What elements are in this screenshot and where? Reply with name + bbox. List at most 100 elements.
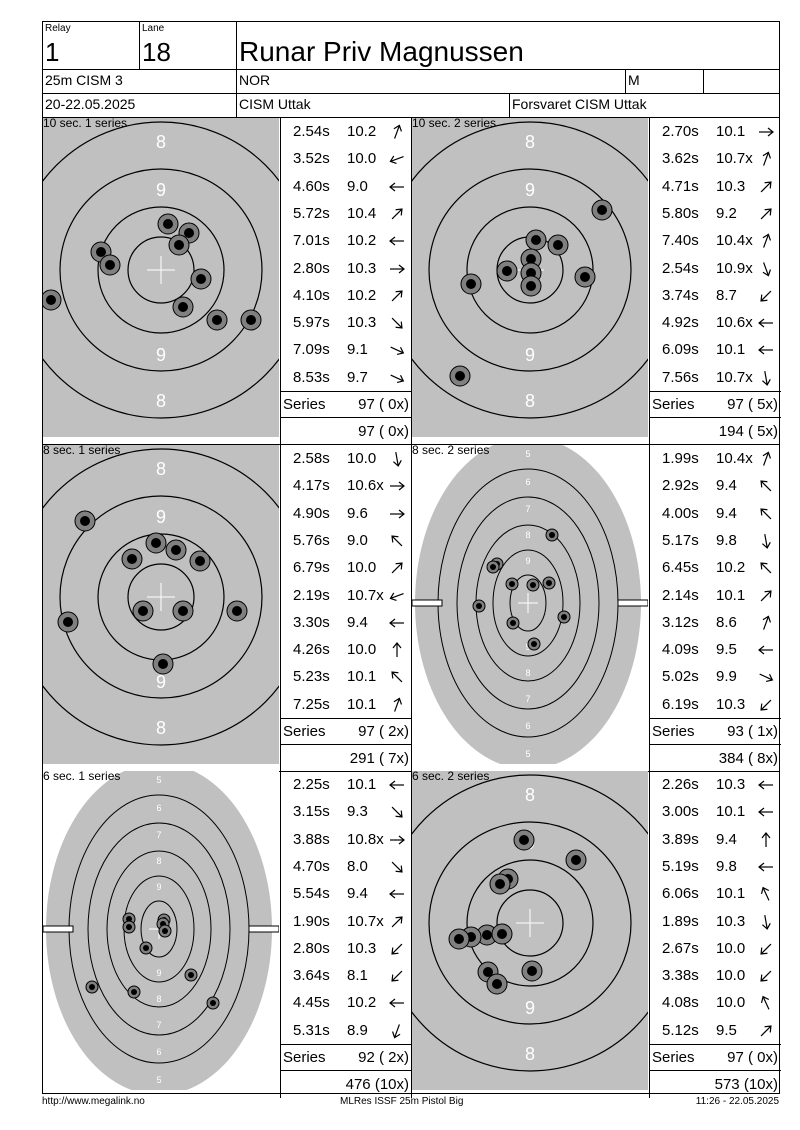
shot-time: 5.19s (662, 857, 699, 875)
shot-row: 5.31s 8.9 (281, 1017, 411, 1044)
shot-hole (145, 532, 167, 554)
shot-score: 10.6x (347, 477, 384, 495)
shot-hole (190, 268, 212, 290)
shot-time: 2.19s (293, 586, 330, 604)
ring-number: 8 (525, 391, 535, 411)
shot-hole (506, 616, 520, 630)
shot-time: 3.88s (293, 830, 330, 848)
shot-score: 9.4 (716, 830, 737, 848)
shot-score: 9.8 (716, 857, 737, 875)
ring-number: 5 (525, 449, 530, 459)
series-total: 97 ( 2x) (358, 723, 409, 740)
ring-number: 7 (525, 504, 530, 514)
target-ring (59, 168, 263, 372)
shot-score: 9.4 (347, 885, 368, 903)
shot-time: 4.17s (293, 477, 330, 495)
direction-arrow-icon (760, 996, 770, 1010)
shot-time: 3.89s (662, 830, 699, 848)
shooter-name: Runar Priv Magnussen (239, 36, 524, 67)
target-ring (428, 168, 632, 372)
shot-score: 10.4x (716, 232, 753, 250)
running-total-row: 291 ( 7x) (281, 745, 411, 772)
nation: NOR (239, 72, 271, 88)
shot-row: 5.76s 9.0 (281, 527, 411, 554)
direction-arrow-icon (760, 886, 770, 901)
shot-time: 5.72s (293, 204, 330, 222)
shot-row: 4.08s 10.0 (650, 989, 780, 1016)
ring-number: 8 (525, 1044, 535, 1064)
shot-score: 10.3 (347, 314, 377, 332)
shot-hole (57, 611, 79, 633)
shot-row: 2.26s 10.3 (650, 771, 780, 798)
target-image: 5 5 6 6 7 7 8 8 9 9 (43, 771, 279, 1090)
target-ring (456, 496, 600, 710)
shot-time: 4.90s (293, 504, 330, 522)
shot-hole (122, 920, 136, 934)
shot-row: 6.45s 10.2 (650, 554, 780, 581)
shot-row: 2.92s 9.4 (650, 472, 780, 499)
series-total: 92 ( 2x) (358, 1049, 409, 1066)
ring-number: 8 (525, 668, 530, 678)
ring-number: 6 (156, 1047, 161, 1057)
direction-arrow-icon (390, 835, 405, 845)
direction-arrow-icon (390, 509, 405, 519)
shot-time: 1.89s (662, 912, 699, 930)
shot-row: 4.09s 9.5 (650, 636, 780, 663)
ring-number: 8 (525, 132, 535, 152)
shot-score: 10.0 (347, 450, 377, 467)
ring-number: 8 (156, 391, 166, 411)
ring-number: 6 (525, 721, 530, 731)
series-total: 93 ( 1x) (727, 723, 778, 740)
shot-score: 10.2 (347, 286, 377, 304)
shot-score: 10.2 (347, 994, 377, 1012)
shot-score: 10.3 (716, 912, 746, 930)
shot-row: 7.01s 10.2 (281, 227, 411, 254)
shot-row: 1.99s 10.4x (650, 445, 780, 472)
shot-hole (476, 924, 498, 946)
ring-number: 9 (525, 556, 530, 566)
shot-hole (158, 924, 172, 938)
shot-row: 3.62s 10.7x (650, 145, 780, 172)
result-card: Relay 1 Lane 18 Runar Priv Magnussen 25m… (42, 21, 781, 1098)
direction-arrow-icon (762, 533, 771, 549)
shot-time: 2.70s (662, 123, 699, 140)
direction-arrow-icon (389, 998, 404, 1008)
target-image: 5 5 6 6 7 7 8 8 9 9 (412, 445, 648, 764)
direction-arrow-icon (391, 317, 403, 329)
shot-time: 2.54s (662, 259, 699, 277)
shot-row: 5.72s 10.4 (281, 200, 411, 227)
shot-score: 10.3 (716, 695, 746, 713)
shot-time: 4.45s (293, 994, 330, 1012)
direction-arrow-icon (758, 318, 773, 328)
shot-row: 5.23s 10.1 (281, 663, 411, 690)
direction-arrow-icon (759, 673, 774, 683)
shot-list: 2.70s 10.1 3.62s 10.7x 4.71s 10.3 5.80s 9.2 7.40… (650, 118, 781, 445)
shot-time: 6.45s (662, 559, 699, 577)
shot-time: 2.54s (293, 123, 330, 140)
direction-arrow-icon (391, 562, 403, 574)
shot-score: 10.4 (347, 204, 377, 222)
shot-score: 9.3 (347, 803, 368, 821)
shot-row: 6.79s 10.0 (281, 554, 411, 581)
shot-list: 2.26s 10.3 3.00s 10.1 3.89s 9.4 5.19s 9.8 6.06s 1… (650, 771, 781, 1098)
shot-time: 3.64s (293, 967, 330, 985)
shot-row: 4.17s 10.6x (281, 472, 411, 499)
ring-number: 9 (156, 507, 166, 527)
shot-hole (489, 873, 511, 895)
running-total-row: 476 (10x) (281, 1071, 411, 1098)
shot-score: 10.0 (716, 994, 746, 1012)
ring-number: 6 (525, 477, 530, 487)
shot-row: 5.02s 9.9 (650, 663, 780, 690)
shot-score: 10.1 (716, 803, 746, 821)
series-total: 97 ( 5x) (727, 396, 778, 413)
shot-score: 10.2 (347, 232, 377, 250)
direction-arrow-icon (390, 481, 405, 491)
ring-number: 9 (525, 180, 535, 200)
direction-arrow-icon (391, 671, 403, 683)
direction-arrow-icon (760, 589, 772, 601)
shot-time: 6.79s (293, 559, 330, 577)
shot-row: 3.15s 9.3 (281, 798, 411, 825)
shot-time: 7.25s (293, 695, 330, 713)
direction-arrow-icon (762, 233, 772, 248)
direction-arrow-icon (391, 970, 403, 982)
